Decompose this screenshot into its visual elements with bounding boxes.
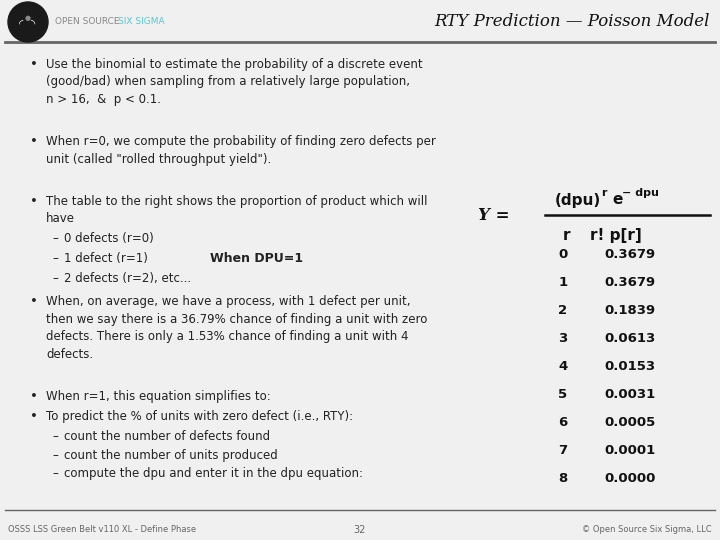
Text: –: – [52, 449, 58, 462]
Text: To predict the % of units with zero defect (i.e., RTY):: To predict the % of units with zero defe… [46, 410, 353, 423]
Text: 4: 4 [559, 361, 567, 374]
Text: Use the binomial to estimate the probability of a discrete event
(good/bad) when: Use the binomial to estimate the probabi… [46, 58, 423, 106]
Text: 6: 6 [559, 416, 567, 429]
Text: •: • [30, 58, 38, 71]
Text: •: • [30, 295, 38, 308]
Text: 2 defects (r=2), etc...: 2 defects (r=2), etc... [64, 272, 191, 285]
Text: 0.1839: 0.1839 [604, 305, 656, 318]
Text: 0: 0 [559, 248, 567, 261]
Text: •: • [30, 135, 38, 148]
Text: –: – [52, 272, 58, 285]
Text: 32: 32 [354, 525, 366, 535]
Text: 0.0000: 0.0000 [604, 472, 656, 485]
Text: –: – [52, 232, 58, 245]
Text: When r=0, we compute the probability of finding zero defects per
unit (called "r: When r=0, we compute the probability of … [46, 135, 436, 165]
Text: 1 defect (r=1): 1 defect (r=1) [64, 252, 148, 265]
Text: SIX SIGMA: SIX SIGMA [118, 17, 165, 26]
Text: © Open Source Six Sigma, LLC: © Open Source Six Sigma, LLC [582, 525, 712, 535]
Text: r! p[r]: r! p[r] [590, 228, 642, 243]
Text: •: • [30, 390, 38, 403]
Text: 0.0153: 0.0153 [604, 361, 656, 374]
Text: 7: 7 [559, 444, 567, 457]
Text: The table to the right shows the proportion of product which will
have: The table to the right shows the proport… [46, 195, 428, 226]
Text: –: – [52, 430, 58, 443]
Text: 0.0005: 0.0005 [604, 416, 656, 429]
Text: •: • [30, 410, 38, 423]
Text: 0 defects (r=0): 0 defects (r=0) [64, 232, 154, 245]
Text: count the number of units produced: count the number of units produced [64, 449, 278, 462]
Text: 3: 3 [559, 333, 567, 346]
Text: OPEN SOURCE: OPEN SOURCE [55, 17, 122, 26]
Text: –: – [52, 467, 58, 480]
Text: Y =: Y = [478, 206, 510, 224]
Text: r: r [563, 228, 570, 243]
Text: OSSS LSS Green Belt v110 XL - Define Phase: OSSS LSS Green Belt v110 XL - Define Pha… [8, 525, 196, 535]
Text: 0.3679: 0.3679 [604, 248, 656, 261]
Text: e: e [612, 192, 622, 207]
Text: compute the dpu and enter it in the dpu equation:: compute the dpu and enter it in the dpu … [64, 467, 363, 480]
Text: 0.3679: 0.3679 [604, 276, 656, 289]
Text: ●: ● [25, 15, 31, 21]
Text: 0.0613: 0.0613 [604, 333, 656, 346]
Text: When r=1, this equation simplifies to:: When r=1, this equation simplifies to: [46, 390, 271, 403]
Text: r: r [601, 188, 606, 198]
Circle shape [8, 2, 48, 42]
Text: − dpu: − dpu [622, 188, 659, 198]
Text: count the number of defects found: count the number of defects found [64, 430, 270, 443]
Text: ◜: ◜ [19, 19, 23, 29]
Text: 8: 8 [559, 472, 567, 485]
Text: •: • [30, 195, 38, 208]
Text: 0.0001: 0.0001 [604, 444, 656, 457]
Text: When, on average, we have a process, with 1 defect per unit,
then we say there i: When, on average, we have a process, wit… [46, 295, 428, 361]
Text: 5: 5 [559, 388, 567, 402]
Text: (dpu): (dpu) [555, 192, 601, 207]
Text: 1: 1 [559, 276, 567, 289]
Text: When DPU=1: When DPU=1 [210, 252, 303, 265]
Text: ◝: ◝ [31, 19, 35, 29]
Text: RTY Prediction — Poisson Model: RTY Prediction — Poisson Model [434, 14, 710, 30]
Text: 2: 2 [559, 305, 567, 318]
Text: –: – [52, 252, 58, 265]
Text: 0.0031: 0.0031 [604, 388, 656, 402]
